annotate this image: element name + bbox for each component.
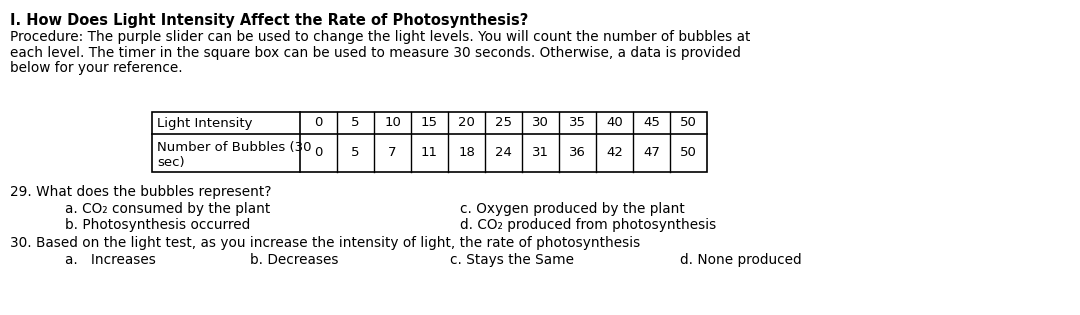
Text: 31: 31 xyxy=(532,146,549,159)
Text: 29. What does the bubbles represent?: 29. What does the bubbles represent? xyxy=(10,185,271,199)
Text: c. Oxygen produced by the plant: c. Oxygen produced by the plant xyxy=(460,202,685,216)
Text: d. None produced: d. None produced xyxy=(680,253,801,267)
Text: I. How Does Light Intensity Affect the Rate of Photosynthesis?: I. How Does Light Intensity Affect the R… xyxy=(10,13,528,28)
Text: 30: 30 xyxy=(532,117,549,129)
Text: 7: 7 xyxy=(388,146,396,159)
Text: 36: 36 xyxy=(569,146,586,159)
Text: 0: 0 xyxy=(314,117,323,129)
Text: 24: 24 xyxy=(495,146,512,159)
Text: a. CO₂ consumed by the plant: a. CO₂ consumed by the plant xyxy=(65,202,270,216)
Bar xyxy=(152,112,707,172)
Text: 47: 47 xyxy=(643,146,660,159)
Text: Number of Bubbles (30: Number of Bubbles (30 xyxy=(157,141,311,154)
Text: 10: 10 xyxy=(384,117,401,129)
Text: each level. The timer in the square box can be used to measure 30 seconds. Other: each level. The timer in the square box … xyxy=(10,45,741,60)
Text: Light Intensity: Light Intensity xyxy=(157,117,253,129)
Text: c. Stays the Same: c. Stays the Same xyxy=(450,253,573,267)
Text: 45: 45 xyxy=(643,117,660,129)
Text: 50: 50 xyxy=(680,146,697,159)
Text: b. Photosynthesis occurred: b. Photosynthesis occurred xyxy=(65,218,251,232)
Text: 0: 0 xyxy=(314,146,323,159)
Text: 30. Based on the light test, as you increase the intensity of light, the rate of: 30. Based on the light test, as you incr… xyxy=(10,236,640,250)
Text: 50: 50 xyxy=(680,117,697,129)
Text: 25: 25 xyxy=(495,117,512,129)
Text: 20: 20 xyxy=(458,117,475,129)
Text: 40: 40 xyxy=(606,117,623,129)
Text: below for your reference.: below for your reference. xyxy=(10,61,183,75)
Text: a.   Increases: a. Increases xyxy=(65,253,156,267)
Text: 42: 42 xyxy=(606,146,623,159)
Text: Procedure: The purple slider can be used to change the light levels. You will co: Procedure: The purple slider can be used… xyxy=(10,30,751,44)
Text: 5: 5 xyxy=(351,117,360,129)
Text: 35: 35 xyxy=(569,117,586,129)
Text: sec): sec) xyxy=(157,156,185,169)
Text: 18: 18 xyxy=(458,146,475,159)
Text: 5: 5 xyxy=(351,146,360,159)
Text: 11: 11 xyxy=(421,146,438,159)
Text: b. Decreases: b. Decreases xyxy=(249,253,338,267)
Text: d. CO₂ produced from photosynthesis: d. CO₂ produced from photosynthesis xyxy=(460,218,716,232)
Text: 15: 15 xyxy=(421,117,438,129)
